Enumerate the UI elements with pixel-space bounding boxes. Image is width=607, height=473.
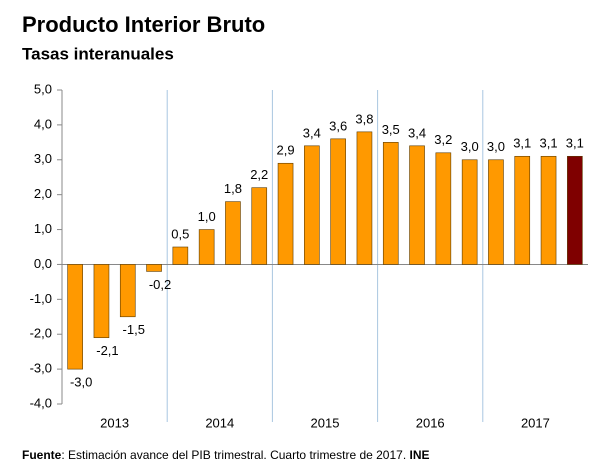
data-label: -0,2 <box>149 277 171 292</box>
x-group-label: 2016 <box>416 415 445 430</box>
data-label: 1,0 <box>198 209 216 224</box>
bar <box>119 264 136 318</box>
y-tick-label: 4,0 <box>34 116 52 131</box>
chart-subtitle: Tasas interanuales <box>22 44 174 63</box>
y-tick-label: 5,0 <box>34 81 52 96</box>
bar <box>435 152 452 265</box>
x-group-label: 2015 <box>311 415 340 430</box>
data-label: 3,0 <box>461 139 479 154</box>
y-tick-label: -1,0 <box>30 291 52 306</box>
bar <box>330 138 346 265</box>
y-tick-label: -3,0 <box>30 361 52 376</box>
chart-title: Producto Interior Bruto <box>22 12 265 37</box>
source-org: INE <box>410 448 430 462</box>
data-label: 3,8 <box>355 111 373 126</box>
bar <box>93 264 110 339</box>
y-tick-label: 3,0 <box>34 151 52 166</box>
data-label: 0,5 <box>171 226 189 241</box>
bar <box>225 201 241 265</box>
y-tick-label: 1,0 <box>34 221 52 236</box>
bar <box>382 142 399 265</box>
source-note: Fuente: Estimación avance del PIB trimes… <box>22 448 430 462</box>
bar <box>304 145 320 265</box>
y-tick-label: -2,0 <box>30 326 52 341</box>
bar <box>514 155 531 265</box>
x-group-label: 2017 <box>521 415 550 430</box>
data-label: 3,1 <box>540 136 558 151</box>
data-label: 3,1 <box>513 136 531 151</box>
bar <box>277 162 294 265</box>
data-label: 3,6 <box>329 118 347 133</box>
data-label: 3,0 <box>487 139 505 154</box>
y-tick-label: 2,0 <box>34 186 52 201</box>
y-tick-label: -4,0 <box>30 395 52 410</box>
bar <box>67 264 83 370</box>
bar <box>540 155 557 265</box>
bar <box>172 246 189 265</box>
source-text: : Estimación avance del PIB trimestral. … <box>61 448 409 462</box>
bar <box>409 145 425 265</box>
data-label: 3,1 <box>566 136 584 151</box>
x-group-label: 2013 <box>100 415 129 430</box>
data-label: 1,8 <box>224 181 242 196</box>
data-label: -3,0 <box>70 375 92 390</box>
bar <box>461 159 478 265</box>
x-group-label: 2014 <box>205 415 234 430</box>
data-label: -1,5 <box>123 322 145 337</box>
bar <box>146 264 162 272</box>
bar <box>198 229 215 265</box>
bar <box>356 131 373 265</box>
data-label: 2,9 <box>277 143 295 158</box>
bar <box>251 187 268 265</box>
data-label: -2,1 <box>96 343 118 358</box>
data-label: 3,2 <box>434 132 452 147</box>
data-label: 2,2 <box>250 167 268 182</box>
data-label: 3,4 <box>408 125 426 140</box>
bar <box>567 155 583 265</box>
bar <box>488 159 504 265</box>
y-tick-label: 0,0 <box>34 256 52 271</box>
data-label: 3,4 <box>303 125 321 140</box>
source-label: Fuente <box>22 448 62 462</box>
data-label: 3,5 <box>382 122 400 137</box>
